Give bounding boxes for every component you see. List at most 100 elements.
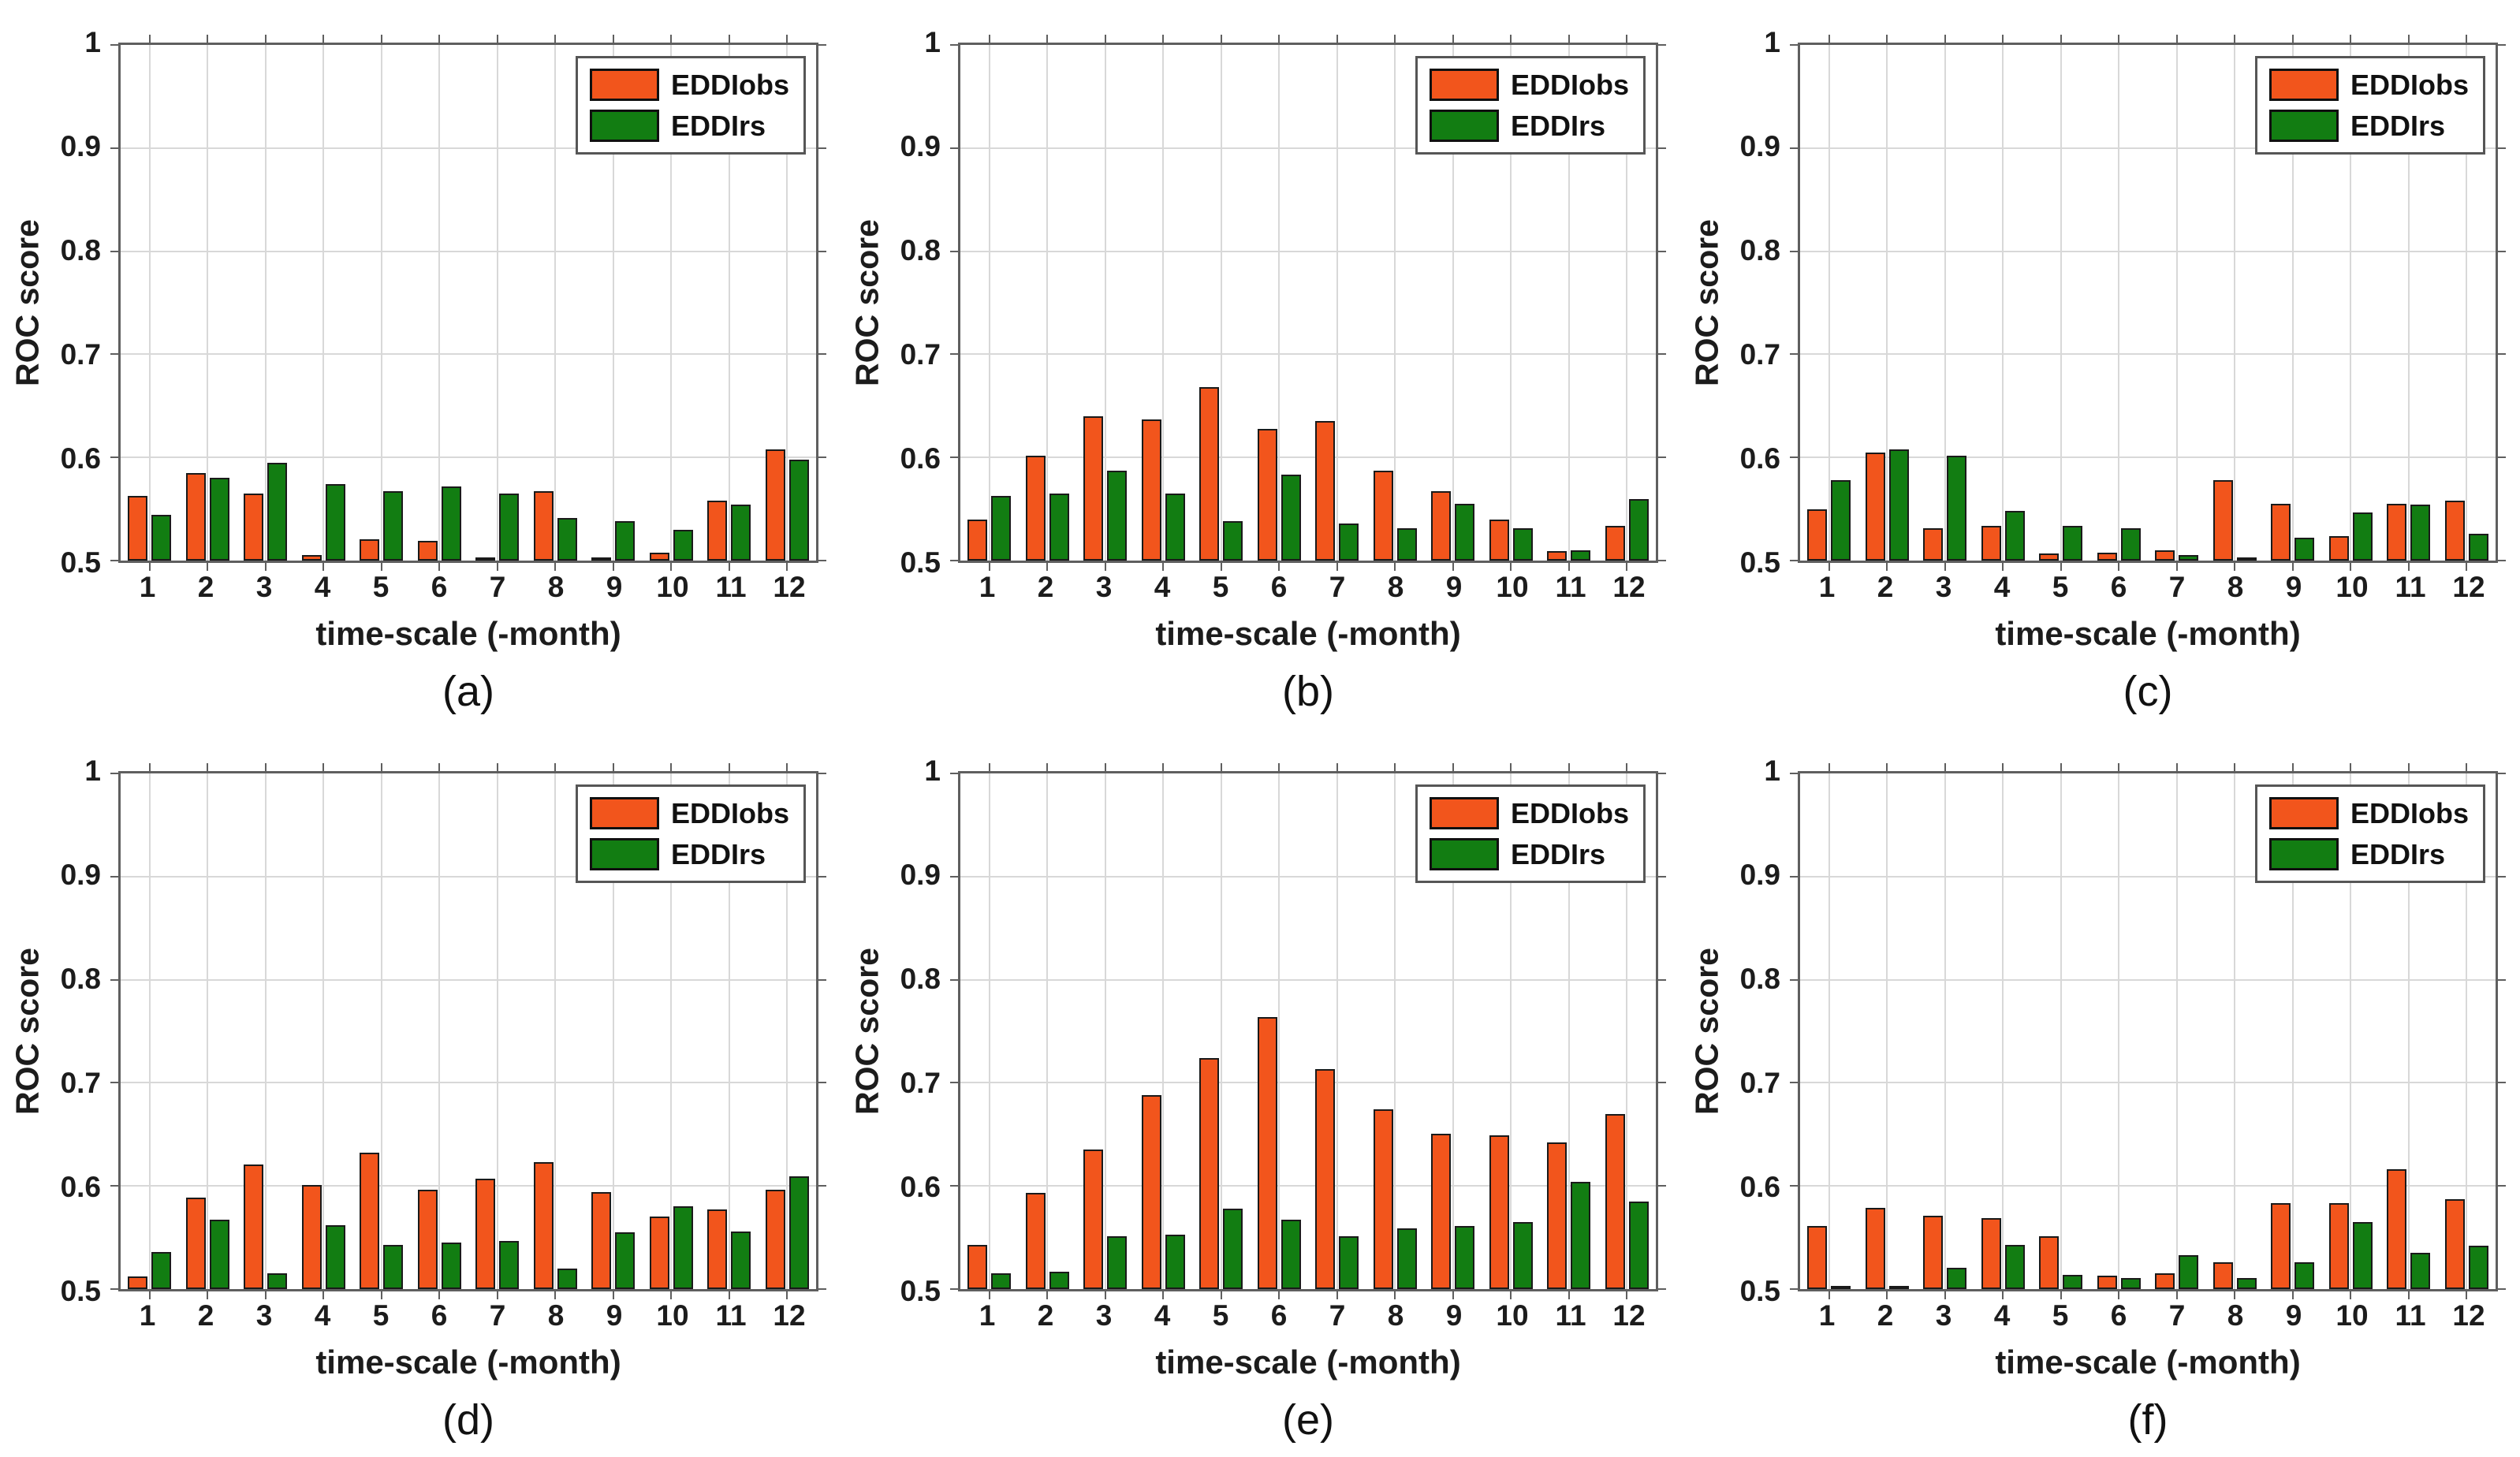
y-tick-mark xyxy=(818,456,826,459)
gridline-vertical xyxy=(1046,45,1049,561)
legend: EDDIobs EDDIrs xyxy=(575,56,806,155)
bar-eddirs xyxy=(325,484,345,561)
x-tick-mark xyxy=(207,763,209,771)
legend-label: EDDIrs xyxy=(2350,837,2446,870)
bar-eddirs xyxy=(1107,471,1128,561)
y-tick-mark xyxy=(1658,353,1666,356)
x-tick-mark xyxy=(786,1291,788,1299)
bar-eddiobs xyxy=(244,493,264,561)
bar-eddiobs xyxy=(475,1179,496,1289)
bar-eddiobs xyxy=(128,495,148,561)
x-tick-label: 5 xyxy=(372,1299,390,1332)
gridline-vertical xyxy=(496,45,498,561)
x-tick-label: 3 xyxy=(1095,1299,1113,1332)
x-tick-mark xyxy=(2291,563,2294,571)
x-tick-mark xyxy=(1510,563,1512,571)
legend-item-eddirs: EDDIrs xyxy=(589,110,789,142)
y-tick-mark xyxy=(110,560,118,561)
gridline-vertical xyxy=(988,773,990,1289)
bar-eddirs xyxy=(267,1273,288,1289)
x-tick-mark xyxy=(1278,763,1281,771)
x-tick-mark xyxy=(1944,563,1946,571)
gridline-vertical xyxy=(1626,773,1628,1289)
bar-eddirs xyxy=(991,495,1012,561)
gridline-vertical xyxy=(2175,45,2178,561)
bar-eddiobs xyxy=(1547,1142,1568,1289)
bar-eddirs xyxy=(1049,493,1069,561)
x-tick-mark xyxy=(1568,35,1570,43)
legend: EDDIobs EDDIrs xyxy=(575,784,806,883)
bar-eddirs xyxy=(2410,1253,2431,1289)
gridline-vertical xyxy=(380,45,382,561)
y-tick-mark xyxy=(1790,1185,1798,1187)
x-axis-title: time-scale (-month) xyxy=(315,1343,621,1381)
x-axis-title: time-scale (-month) xyxy=(1155,615,1461,652)
x-tick-mark xyxy=(264,563,267,571)
x-tick-label: 11 xyxy=(715,571,747,603)
gridline-vertical xyxy=(612,773,614,1289)
x-tick-mark xyxy=(2060,763,2062,771)
x-tick-mark xyxy=(322,763,325,771)
x-tick-label: 9 xyxy=(2285,1299,2302,1332)
x-tick-mark xyxy=(264,35,267,43)
bar-eddiobs xyxy=(2387,504,2407,561)
gridline-horizontal xyxy=(121,250,816,252)
gridline-vertical xyxy=(496,773,498,1289)
x-tick-mark xyxy=(1886,763,1888,771)
bar-eddiobs xyxy=(1141,1095,1161,1289)
x-tick-label: 4 xyxy=(1154,1299,1171,1332)
x-tick-mark xyxy=(2175,35,2178,43)
x-tick-label: 1 xyxy=(979,571,996,603)
x-tick-mark xyxy=(1394,563,1396,571)
x-tick-mark xyxy=(1162,1291,1165,1299)
x-tick-label: 7 xyxy=(2168,571,2186,603)
x-tick-label: 5 xyxy=(2052,571,2069,603)
gridline-vertical xyxy=(1394,45,1396,561)
x-tick-label: 10 xyxy=(1496,571,1529,603)
legend: EDDIobs EDDIrs xyxy=(2254,56,2485,155)
x-tick-label: 5 xyxy=(2052,1299,2069,1332)
bar-eddiobs xyxy=(1431,1133,1452,1289)
x-tick-mark xyxy=(1626,1291,1628,1299)
gridline-vertical xyxy=(1568,773,1570,1289)
y-tick-mark xyxy=(110,44,118,46)
x-tick-mark xyxy=(1452,1291,1454,1299)
x-tick-mark xyxy=(2060,1291,2062,1299)
x-tick-mark xyxy=(207,35,209,43)
y-tick-mark xyxy=(2498,560,2506,561)
chart-panel-f: ROC score 1 0.9 0.8 0.7 0.6 0.5 EDDIobs EDDIr… xyxy=(1679,728,2519,1457)
gridline-horizontal xyxy=(960,147,1656,149)
x-tick-mark xyxy=(2234,1291,2236,1299)
x-tick-mark xyxy=(380,1291,382,1299)
x-axis-title: time-scale (-month) xyxy=(1995,1343,2301,1381)
gridline-vertical xyxy=(2291,45,2294,561)
gridline-horizontal xyxy=(121,353,816,356)
y-tick-mark xyxy=(950,875,958,878)
x-tick-mark xyxy=(1452,563,1454,571)
x-tick-mark xyxy=(264,1291,267,1299)
gridline-horizontal xyxy=(960,1185,1656,1187)
bar-eddirs xyxy=(1947,455,1967,561)
x-tick-mark xyxy=(612,35,614,43)
bar-eddirs xyxy=(2468,1246,2488,1289)
x-tick-mark xyxy=(2175,1291,2178,1299)
gridline-vertical xyxy=(1220,773,1222,1289)
bar-eddiobs xyxy=(1807,509,1828,561)
x-tick-label: 5 xyxy=(1212,571,1229,603)
y-tick-mark xyxy=(1658,1288,1666,1290)
x-tick-label: 12 xyxy=(1612,1299,1646,1332)
bar-eddirs xyxy=(788,459,809,561)
gridline-vertical xyxy=(2407,773,2410,1289)
x-tick-label: 4 xyxy=(314,571,331,603)
x-tick-label: 10 xyxy=(2335,571,2369,603)
bar-eddirs xyxy=(1512,1221,1533,1289)
gridline-vertical xyxy=(1452,45,1454,561)
y-tick-label: 0.6 xyxy=(60,1171,101,1203)
bar-eddiobs xyxy=(2328,1203,2349,1289)
y-tick-mark xyxy=(1658,875,1666,878)
bar-eddirs xyxy=(151,1251,172,1289)
bar-eddirs xyxy=(1281,475,1301,561)
gridline-horizontal xyxy=(121,875,816,878)
y-tick-mark xyxy=(1658,773,1666,774)
x-tick-mark xyxy=(2466,35,2468,43)
